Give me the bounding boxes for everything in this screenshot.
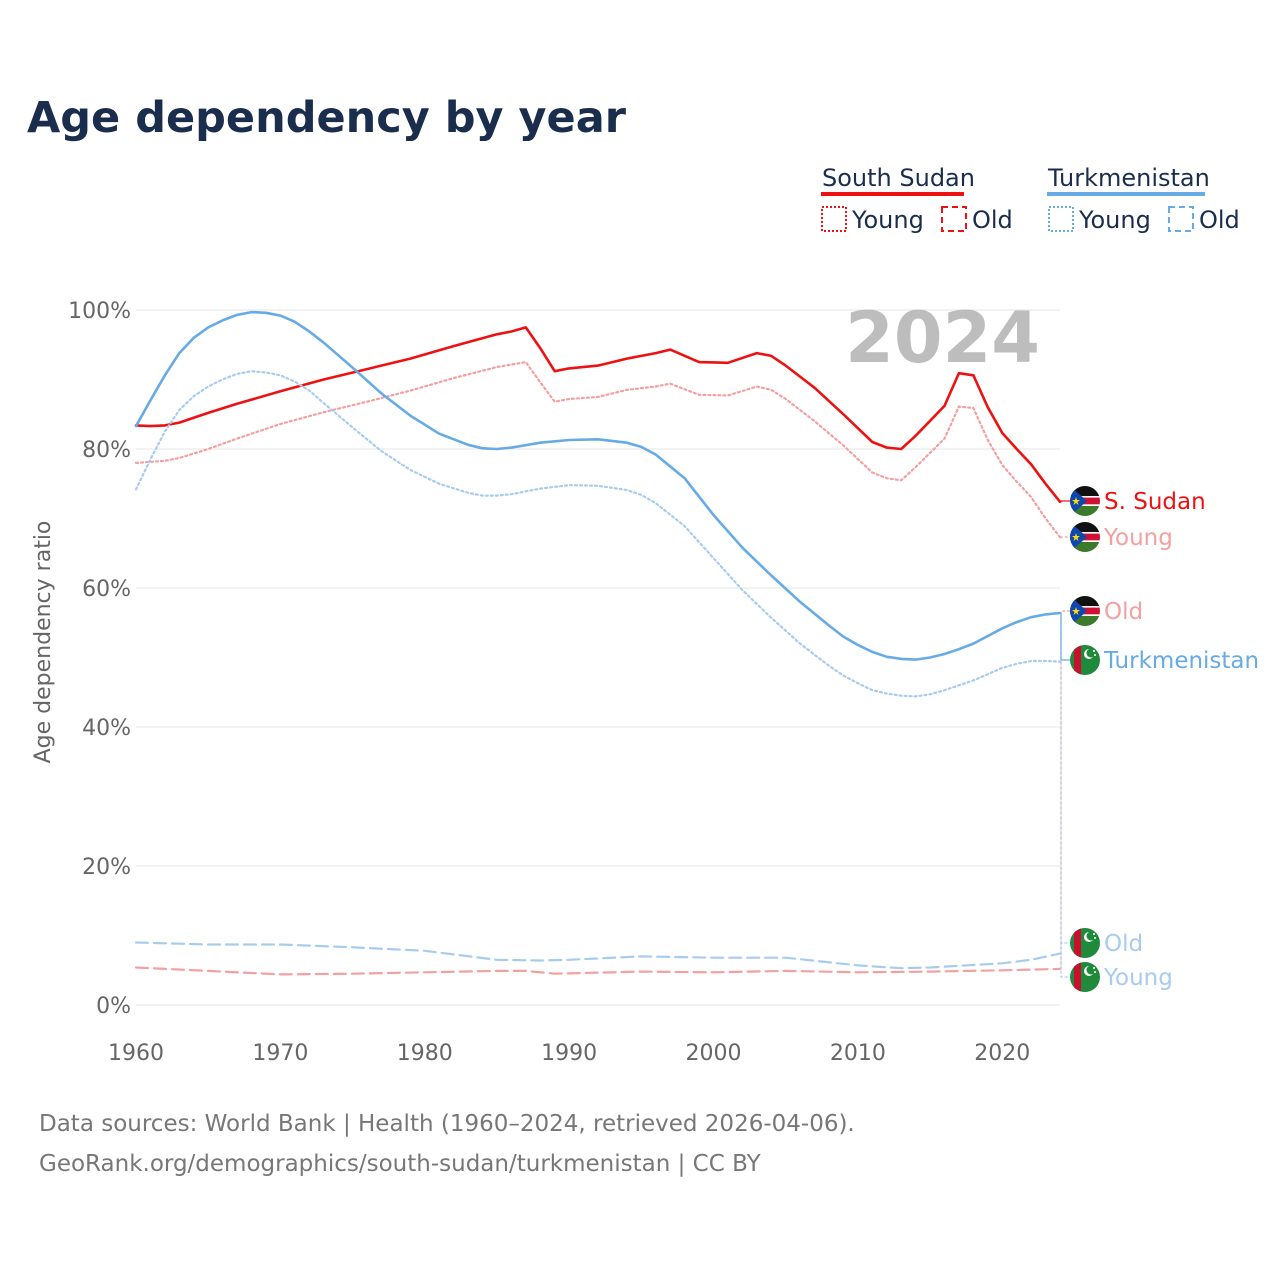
series-line-south-sudan-total [134,326,1062,504]
series-line-turkmenistan-young [134,370,1062,698]
end-connector [1060,500,1070,503]
legend-turkmenistan-young-swatch [1048,206,1074,232]
y-tick-label: 0% [96,994,131,1019]
x-tick-label: 1980 [397,1041,453,1066]
x-axis-ticks: 1960 1970 1980 1990 2000 2010 2020 [108,1041,1030,1066]
x-tick-label: 1960 [108,1041,164,1066]
south-sudan-flag-icon [1070,522,1100,552]
y-tick-label: 60% [82,577,131,602]
year-watermark: 2024 [845,297,1040,379]
legend-south-sudan-old-swatch [941,206,967,232]
y-axis-ticks: 0% 20% 40% 60% 80% 100% [68,299,131,1019]
turkmenistan-flag-icon [1070,962,1100,992]
legend-south-sudan-old-label: Old [972,206,1013,234]
legend-turkmenistan-old-swatch [1168,206,1194,232]
x-tick-label: 2000 [686,1041,742,1066]
chart-title: Age dependency by year [27,93,627,143]
end-label: Young [1103,525,1173,551]
x-tick-label: 1970 [252,1041,308,1066]
south-sudan-flag-icon [1070,486,1100,516]
end-connector [1060,942,1070,955]
end-label: Young [1103,965,1173,991]
south-sudan-flag-icon [1070,596,1100,626]
turkmenistan-flag-icon [1070,645,1100,675]
series-line-turkmenistan-total [134,310,1062,661]
end-connector [1060,661,1070,978]
series-line-south-sudan-old [134,966,1062,976]
legend-south-sudan-young-label: Young [851,206,924,234]
legend-south-sudan-young-swatch [821,206,847,232]
end-label: Turkmenistan [1103,648,1259,674]
turkmenistan-flag-icon [1070,928,1100,958]
y-tick-label: 40% [82,716,131,741]
legend-south-sudan-swatch [821,192,964,196]
x-tick-label: 2010 [830,1041,886,1066]
y-axis-label: Age dependency ratio [31,521,56,764]
legend-country-south-sudan: South Sudan [822,164,975,192]
end-connector [1060,610,1070,970]
legend-turkmenistan-swatch [1047,192,1205,196]
end-connector [1060,612,1070,661]
series-line-turkmenistan-old [134,941,1062,970]
y-tick-label: 100% [68,299,131,324]
y-tick-label: 80% [82,438,131,463]
source-line-1: Data sources: World Bank | Health (1960–… [39,1111,855,1137]
source-line-2: GeoRank.org/demographics/south-sudan/tur… [39,1151,762,1177]
legend: South Sudan Young Old Turkmenistan Young… [821,164,1240,234]
series-line-south-sudan-young [134,361,1062,539]
x-tick-label: 1990 [541,1041,597,1066]
end-label: S. Sudan [1104,489,1206,515]
end-labels: S. Sudan Young Old Turkmenistan Young Old [1060,486,1259,992]
end-label: Old [1104,931,1143,957]
y-tick-label: 20% [82,855,131,880]
end-label: Old [1104,599,1143,625]
legend-country-turkmenistan: Turkmenistan [1047,164,1210,192]
legend-turkmenistan-old-label: Old [1199,206,1240,234]
gridlines [136,309,1060,1006]
legend-turkmenistan-young-label: Young [1078,206,1151,234]
x-tick-label: 2020 [974,1041,1030,1066]
series-lines [134,310,1062,976]
